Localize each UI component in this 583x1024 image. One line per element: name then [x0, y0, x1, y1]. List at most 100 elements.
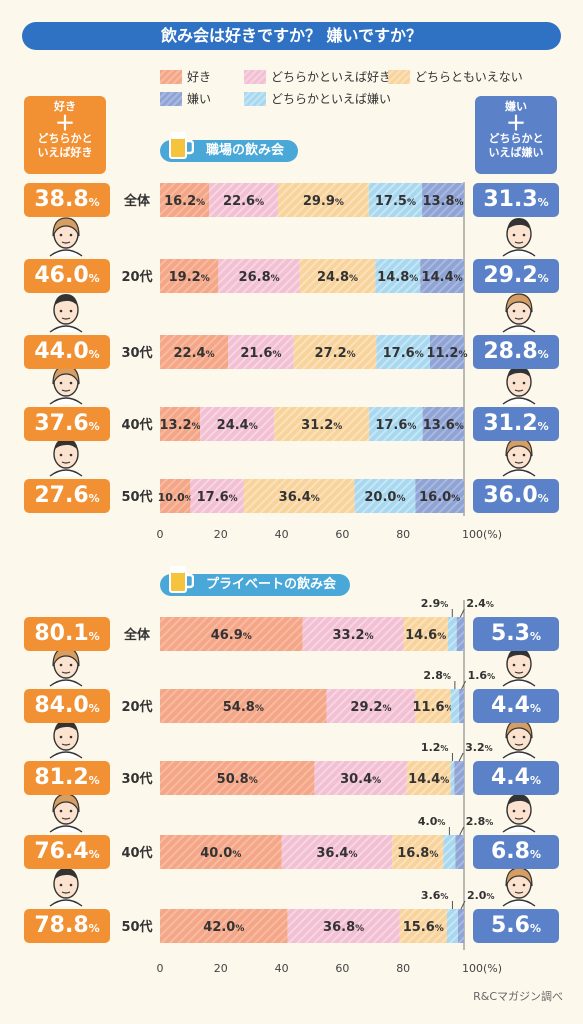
- person-face-icon: [49, 720, 83, 759]
- data-label: 14.4%: [422, 270, 463, 285]
- bar-segment-some-like: [209, 183, 278, 217]
- x-tick-label: 60: [335, 962, 349, 975]
- data-label: 30.4%: [340, 772, 381, 787]
- data-label: 54.8%: [223, 700, 264, 715]
- beer-mug-icon: [169, 132, 194, 159]
- dislike-total-pill: 28.8%: [473, 335, 559, 369]
- like-total-pill: 76.4%: [24, 835, 110, 869]
- bar-segment-neutral: [243, 479, 355, 513]
- bar-segment-dislike: [456, 617, 464, 651]
- data-label: 17.6%: [197, 490, 238, 505]
- bar-segment-dislike: [422, 407, 464, 441]
- callout-line: [459, 826, 465, 836]
- person-face-icon: [49, 793, 83, 833]
- bar-segment-neutral: [399, 909, 447, 943]
- like-total-pill: 44.0%: [24, 335, 110, 369]
- dislike-total-pill: 31.3%: [473, 183, 559, 217]
- bar-segment-dislike: [454, 761, 464, 795]
- callout-line: [461, 680, 467, 690]
- data-label: 16.8%: [397, 846, 438, 861]
- callout-line: [458, 752, 464, 762]
- bar-segment-some-dislike: [450, 689, 460, 723]
- x-tick-label: 40: [275, 962, 289, 975]
- data-label-callout: 2.8%: [423, 669, 451, 682]
- bar-segment-some-like: [314, 761, 407, 795]
- bar-segment-like: [160, 183, 210, 217]
- data-label: 27.2%: [315, 346, 356, 361]
- person-face-icon: [49, 217, 83, 257]
- person-face-icon: [49, 647, 83, 687]
- data-label-callout: 2.9%: [421, 597, 449, 610]
- x-tick-label: 100(%): [462, 962, 502, 975]
- person-face-icon: [502, 648, 536, 687]
- bar-segment-some-dislike: [369, 407, 423, 441]
- plus-icon: ＋: [55, 111, 75, 135]
- dislike-total-pill: 6.8%: [473, 835, 559, 869]
- bar-segment-neutral: [406, 761, 451, 795]
- bar-segment-dislike: [455, 835, 464, 869]
- bar-segment-neutral: [403, 617, 448, 651]
- bar-segment-like: [160, 909, 288, 943]
- like-total-pill: 46.0%: [24, 259, 110, 293]
- x-tick-label: 100(%): [462, 528, 502, 541]
- row-label: 20代: [121, 269, 152, 285]
- row-label: 40代: [121, 417, 152, 433]
- person-face-icon: [502, 293, 536, 333]
- like-total-pill: 37.6%: [24, 407, 110, 441]
- person-face-icon: [502, 218, 536, 257]
- dislike-total-pill: 36.0%: [473, 479, 559, 513]
- data-label: 17.5%: [375, 194, 416, 209]
- header-line: 嫌い: [505, 100, 527, 113]
- like-total-pill: 81.2%: [24, 761, 110, 795]
- legend-item-like: 好き: [160, 68, 211, 85]
- person-face-icon: [502, 366, 536, 405]
- legend-label: 嫌い: [187, 92, 212, 106]
- data-label: 26.8%: [239, 270, 280, 285]
- bar-segment-like: [160, 335, 229, 369]
- bar-segment-neutral: [274, 407, 370, 441]
- data-label: 24.4%: [217, 418, 258, 433]
- x-tick-label: 20: [214, 962, 228, 975]
- bar-segment-like: [160, 407, 201, 441]
- section-title-text: 職場の飲み会: [206, 143, 285, 158]
- dislike-total-pill: 5.6%: [473, 909, 559, 943]
- like-total-pill: 80.1%: [24, 617, 110, 651]
- bar-segment-some-like: [218, 259, 300, 293]
- data-label: 50.8%: [217, 772, 258, 787]
- bar-segment-some-like: [326, 689, 416, 723]
- person-face-icon: [49, 294, 83, 333]
- x-tick-label: 80: [396, 528, 410, 541]
- data-label: 14.8%: [377, 270, 418, 285]
- person-face-icon: [49, 868, 83, 907]
- header-line: どちらかと: [37, 132, 93, 145]
- bar-segment-dislike: [457, 909, 464, 943]
- header-line: いえば好き: [37, 146, 93, 159]
- section-title-workplace: 職場の飲み会: [160, 132, 299, 162]
- beer-mug-icon: [169, 566, 194, 593]
- bar-segment-some-like: [190, 479, 244, 513]
- x-tick-label: 80: [396, 962, 410, 975]
- data-label: 31.2%: [301, 418, 342, 433]
- data-label: 36.4%: [316, 846, 357, 861]
- data-label: 13.8%: [422, 194, 463, 209]
- dislike-total-pill: 5.3%: [473, 617, 559, 651]
- bar-segment-dislike: [429, 335, 464, 369]
- bar-segment-like: [160, 479, 191, 513]
- bar-segment-dislike: [415, 479, 464, 513]
- bar-segment-some-like: [281, 835, 393, 869]
- x-tick-label: 0: [157, 528, 164, 541]
- data-label: 42.0%: [203, 920, 244, 935]
- data-label: 33.2%: [332, 628, 373, 643]
- bar-segment-some-dislike: [446, 909, 458, 943]
- bar-segment-some-like: [200, 407, 275, 441]
- data-label: 10.0%: [158, 491, 193, 504]
- legend-item-neutral: どちらともいえない: [388, 68, 523, 85]
- data-label: 21.6%: [240, 346, 281, 361]
- data-label: 20.0%: [364, 490, 405, 505]
- like-total-pill: 38.8%: [24, 183, 110, 217]
- data-label-callout: 2.0%: [467, 889, 495, 902]
- bar-segment-some-dislike: [375, 259, 421, 293]
- data-label-callout: 1.2%: [421, 741, 449, 754]
- data-label-callout: 4.0%: [418, 815, 446, 828]
- data-label: 24.8%: [317, 270, 358, 285]
